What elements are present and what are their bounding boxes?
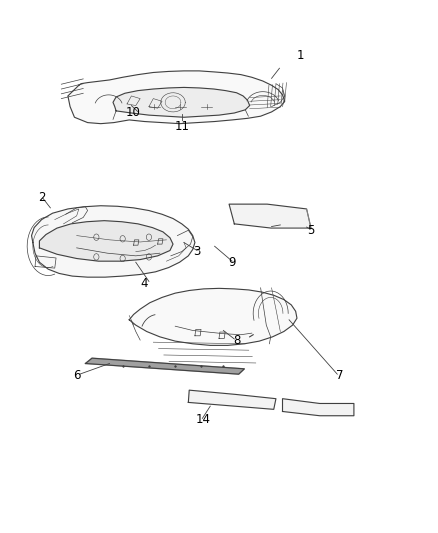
Text: 9: 9	[228, 256, 236, 269]
Polygon shape	[129, 288, 297, 345]
Polygon shape	[229, 204, 311, 228]
Text: 8: 8	[233, 334, 240, 346]
Text: 3: 3	[194, 245, 201, 258]
Text: 11: 11	[174, 120, 189, 133]
Polygon shape	[188, 390, 276, 409]
Polygon shape	[68, 71, 285, 124]
Text: 10: 10	[126, 107, 141, 119]
Text: 5: 5	[307, 224, 314, 237]
Text: 14: 14	[196, 413, 211, 426]
Text: 4: 4	[141, 277, 148, 290]
Polygon shape	[283, 399, 354, 416]
Text: 1: 1	[296, 50, 304, 62]
Text: 6: 6	[73, 369, 81, 382]
Polygon shape	[39, 221, 173, 261]
Text: 7: 7	[336, 369, 343, 382]
Polygon shape	[85, 358, 244, 374]
Polygon shape	[32, 206, 195, 277]
Text: 2: 2	[38, 191, 46, 204]
Polygon shape	[113, 87, 250, 117]
